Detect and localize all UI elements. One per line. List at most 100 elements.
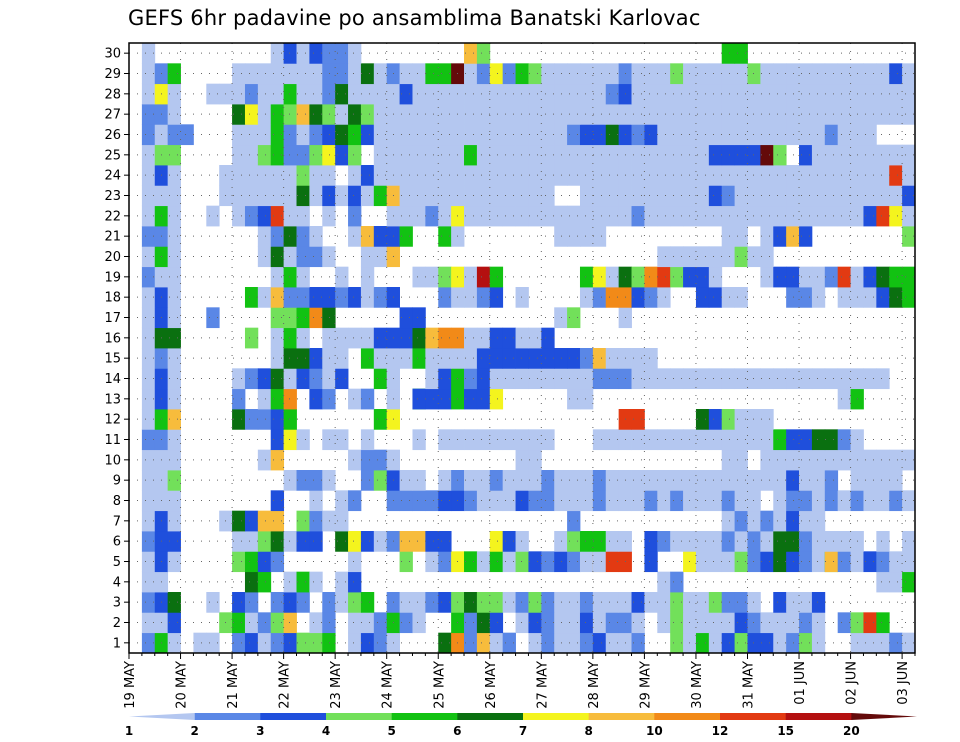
heatmap-cell	[141, 226, 156, 247]
heatmap-cell	[708, 205, 723, 227]
heatmap-cell	[760, 632, 774, 654]
heatmap-cell	[811, 104, 826, 125]
heatmap-cell	[412, 165, 426, 186]
heatmap-cell	[644, 165, 658, 186]
heatmap-cell	[824, 83, 839, 105]
heatmap-cell	[360, 266, 375, 288]
heatmap-cell	[464, 104, 478, 125]
heatmap-cell	[296, 205, 310, 227]
heatmap-cell	[644, 83, 658, 105]
heatmap-cell	[296, 632, 310, 654]
heatmap-cell	[644, 63, 658, 85]
heatmap-cell	[373, 185, 388, 207]
heatmap-cell	[296, 63, 310, 85]
heatmap-cell	[476, 592, 491, 613]
heatmap-cell	[605, 124, 620, 146]
heatmap-cell	[412, 124, 426, 146]
heatmap-cell	[889, 144, 903, 166]
heatmap-cell	[541, 612, 555, 634]
heatmap-cell	[335, 592, 349, 613]
heatmap-cell	[670, 124, 684, 146]
heatmap-cell	[721, 83, 736, 105]
heatmap-cell	[747, 612, 761, 634]
heatmap-cell	[644, 368, 658, 390]
heatmap-cell	[244, 144, 259, 166]
heatmap-cell	[206, 592, 220, 613]
heatmap-cell	[167, 83, 181, 105]
heatmap-cell	[760, 226, 774, 247]
heatmap-cell	[296, 124, 310, 146]
heatmap-cell	[592, 124, 607, 146]
heatmap-cell	[889, 63, 903, 85]
heatmap-cell	[721, 490, 736, 512]
heatmap-cell	[567, 470, 581, 491]
heatmap-cell	[296, 185, 310, 207]
heatmap-cell	[734, 104, 748, 125]
heatmap-cell	[399, 612, 413, 634]
heatmap-cell	[721, 632, 736, 654]
heatmap-cell	[399, 144, 413, 166]
y-tick-label: 16	[104, 331, 121, 346]
heatmap-cell	[141, 205, 156, 227]
heatmap-cell	[863, 470, 877, 491]
heatmap-cell	[760, 510, 774, 532]
heatmap-cell	[708, 104, 723, 125]
heatmap-cell	[141, 124, 156, 146]
heatmap-cell	[309, 490, 323, 512]
heatmap-cell	[824, 185, 839, 207]
heatmap-cell	[734, 287, 748, 308]
heatmap-cell	[141, 327, 156, 349]
heatmap-cell	[644, 266, 658, 288]
heatmap-cell	[528, 124, 542, 146]
heatmap-cell	[360, 63, 375, 85]
heatmap-cell	[773, 124, 787, 146]
heatmap-cell	[244, 632, 259, 654]
heatmap-cell	[335, 287, 349, 308]
heatmap-cell	[902, 83, 916, 105]
heatmap-cell	[399, 531, 413, 552]
heatmap-cell	[773, 205, 787, 227]
heatmap-cell	[541, 368, 555, 390]
heatmap-cell	[708, 531, 723, 552]
heatmap-cell	[322, 388, 336, 410]
heatmap-cell	[670, 429, 684, 451]
heatmap-cell	[605, 185, 620, 207]
heatmap-cell	[193, 632, 207, 654]
heatmap-cell	[335, 510, 349, 532]
heatmap-cell	[335, 348, 349, 369]
heatmap-cell	[464, 266, 478, 288]
heatmap-cell	[489, 104, 504, 125]
heatmap-cell	[799, 104, 813, 125]
heatmap-cell	[502, 165, 516, 186]
heatmap-cell	[579, 368, 594, 390]
heatmap-cell	[579, 612, 594, 634]
heatmap-cell	[592, 287, 607, 308]
heatmap-cell	[283, 409, 297, 430]
heatmap-cell	[605, 490, 620, 512]
heatmap-cell	[528, 327, 542, 349]
heatmap-cell	[425, 83, 439, 105]
heatmap-cell	[592, 165, 607, 186]
heatmap-cell	[657, 531, 671, 552]
heatmap-cell	[373, 531, 388, 552]
grid-lines	[128, 43, 915, 653]
heatmap-cell	[476, 327, 491, 349]
heatmap-cell	[863, 124, 877, 146]
heatmap-cell	[244, 165, 259, 186]
heatmap-cell	[438, 551, 452, 573]
heatmap-cell	[605, 612, 620, 634]
heatmap-cell	[141, 510, 156, 532]
heatmap-cell	[837, 83, 851, 105]
heatmap-cell	[296, 226, 310, 247]
x-tick-label: 21 MAY	[226, 661, 241, 709]
heatmap-cell	[489, 165, 504, 186]
heatmap-cell	[232, 592, 246, 613]
heatmap-cell	[747, 632, 761, 654]
heatmap-cell	[283, 144, 297, 166]
heatmap-cell	[283, 185, 297, 207]
heatmap-cell	[734, 551, 748, 573]
heatmap-cell	[592, 632, 607, 654]
heatmap-cell	[348, 226, 362, 247]
heatmap-cell	[837, 551, 851, 573]
heatmap-cell	[360, 287, 375, 308]
